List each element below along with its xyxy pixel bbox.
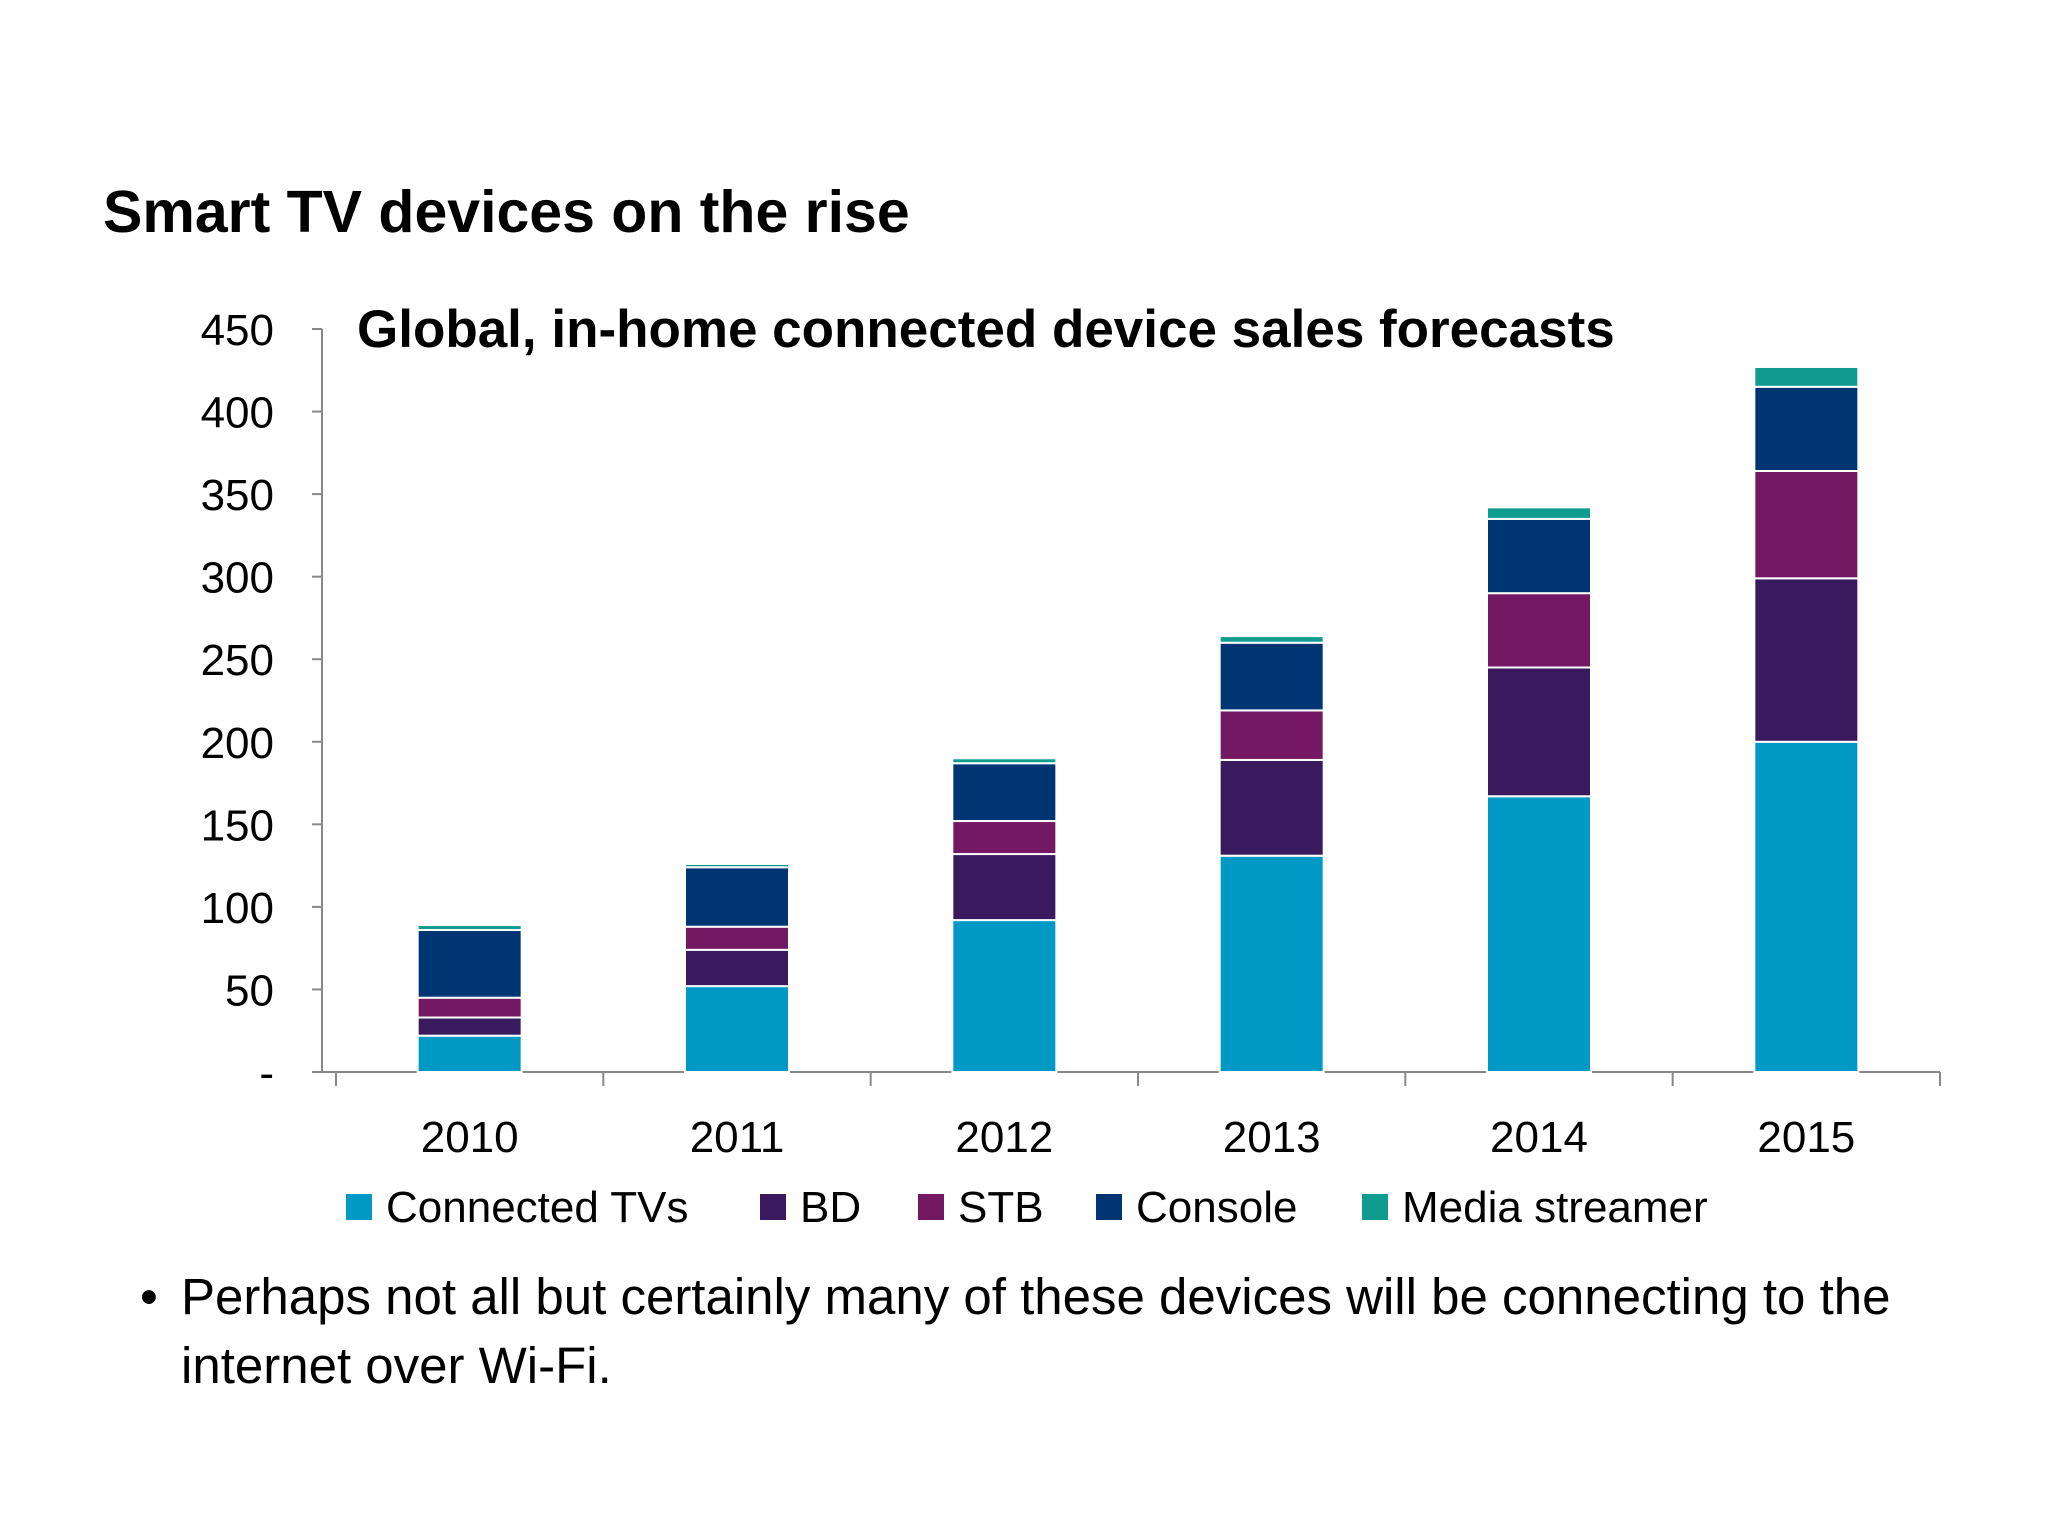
bar-segment-2012-connected-tvs bbox=[951, 919, 1058, 1073]
bar-segment-2010-connected-tvs bbox=[416, 1034, 523, 1073]
y-tick-label: 450 bbox=[201, 306, 274, 355]
bar-segment-2010-stb bbox=[416, 996, 523, 1019]
legend-swatch bbox=[1362, 1194, 1388, 1220]
bar-segment-2014-bd bbox=[1486, 666, 1592, 798]
x-tick-label: 2012 bbox=[955, 1113, 1053, 1162]
slide-title: Smart TV devices on the rise bbox=[103, 179, 910, 245]
bar-segment-2013-stb bbox=[1218, 709, 1325, 761]
y-tick-label: 300 bbox=[201, 554, 274, 603]
chart-title: Global, in-home connected device sales f… bbox=[357, 300, 1615, 359]
bar-segment-2014-stb bbox=[1486, 592, 1592, 669]
x-axis: 2010 2011 2012 2013 2014 2015 bbox=[322, 1071, 1941, 1162]
y-tick-label: 150 bbox=[201, 801, 274, 850]
y-tick-label: 100 bbox=[201, 884, 274, 933]
x-tick-label: 2010 bbox=[421, 1113, 519, 1162]
legend-label: Connected TVs bbox=[386, 1183, 688, 1232]
x-tick-label: 2013 bbox=[1223, 1113, 1321, 1162]
bars bbox=[416, 365, 1860, 1074]
bar-segment-2015-media-streamer bbox=[1753, 365, 1860, 388]
bar-segment-2012-console bbox=[951, 762, 1058, 823]
legend-swatch bbox=[918, 1194, 944, 1220]
bar-segment-2015-console bbox=[1753, 385, 1860, 472]
y-tick-label: 350 bbox=[201, 471, 274, 520]
bar-segment-2012-bd bbox=[951, 853, 1058, 922]
bar-segment-2011-connected-tvs bbox=[684, 985, 790, 1073]
y-tick-label: 250 bbox=[201, 636, 274, 685]
y-tick-label: - bbox=[259, 1049, 274, 1098]
bar-segment-2015-connected-tvs bbox=[1753, 740, 1860, 1073]
bar-segment-2011-bd bbox=[684, 948, 790, 988]
bar-segment-2011-media-streamer bbox=[684, 862, 790, 869]
bar-segment-2014-console bbox=[1486, 517, 1592, 595]
bar-segment-2011-stb bbox=[684, 925, 790, 951]
bar-segment-2015-bd bbox=[1753, 577, 1860, 743]
legend-label: Console bbox=[1136, 1183, 1297, 1232]
y-tick-label: 400 bbox=[201, 389, 274, 438]
bar-segment-2010-bd bbox=[416, 1016, 523, 1037]
bar-segment-2015-stb bbox=[1753, 469, 1860, 580]
bar-segment-2013-connected-tvs bbox=[1218, 854, 1325, 1074]
bar-segment-2011-console bbox=[684, 866, 790, 928]
y-tick-label: 200 bbox=[201, 719, 274, 768]
bar-segment-2014-media-streamer bbox=[1486, 506, 1592, 520]
x-tick-label: 2014 bbox=[1490, 1113, 1588, 1162]
bullet-dot: • bbox=[140, 1268, 158, 1325]
bar-segment-2012-stb bbox=[951, 820, 1058, 856]
bullet-point: • Perhaps not all but certainly many of … bbox=[140, 1262, 1940, 1400]
bar-segment-2013-bd bbox=[1218, 758, 1325, 857]
legend: Connected TVs BD STB Console Media streamer bbox=[346, 1183, 1708, 1232]
legend-swatch bbox=[1096, 1194, 1122, 1220]
bar-segment-2013-media-streamer bbox=[1218, 635, 1325, 644]
legend-label: STB bbox=[958, 1183, 1044, 1232]
x-tick-label: 2015 bbox=[1757, 1113, 1855, 1162]
legend-swatch bbox=[760, 1194, 786, 1220]
bar-segment-2012-media-streamer bbox=[951, 757, 1058, 765]
legend-label: BD bbox=[800, 1183, 861, 1232]
y-axis: - 50 100 150 200 250 300 350 400 450 bbox=[201, 306, 323, 1098]
bar-segment-2013-console bbox=[1218, 641, 1325, 712]
x-tick-label: 2011 bbox=[690, 1113, 785, 1162]
y-tick-label: 50 bbox=[225, 966, 274, 1015]
bar-segment-2014-connected-tvs bbox=[1486, 795, 1592, 1074]
bar-segment-2010-console bbox=[416, 929, 523, 999]
bar-segment-2010-media-streamer bbox=[416, 924, 523, 932]
legend-swatch bbox=[346, 1194, 372, 1220]
bullet-text: Perhaps not all but certainly many of th… bbox=[181, 1268, 1891, 1394]
legend-label: Media streamer bbox=[1402, 1183, 1708, 1232]
